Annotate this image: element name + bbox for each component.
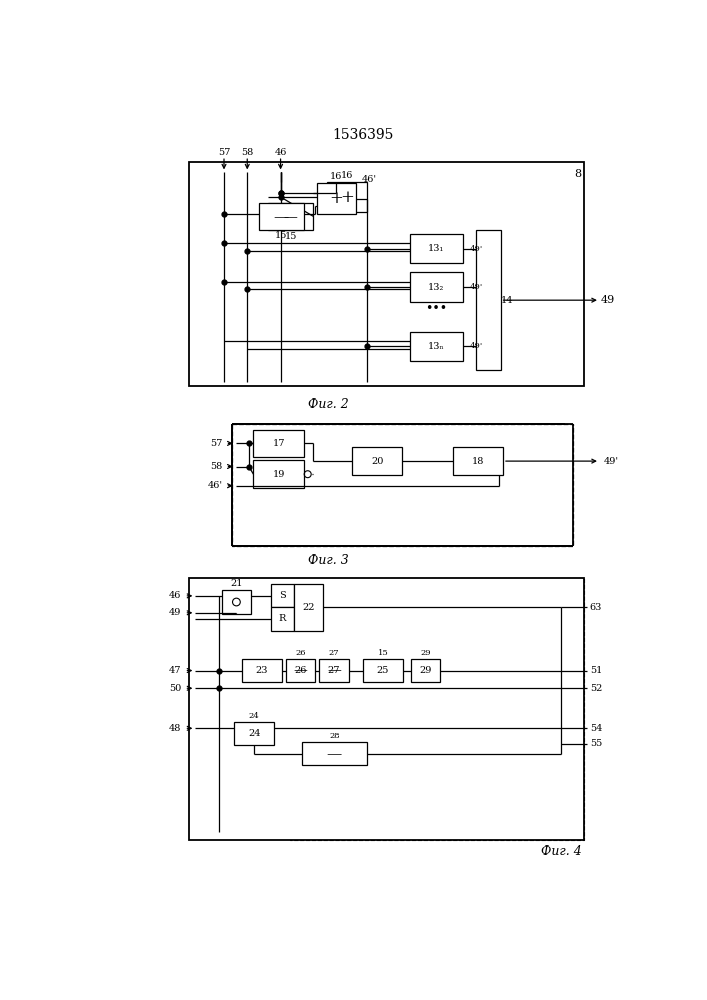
- Text: 17: 17: [272, 439, 285, 448]
- Text: 29: 29: [420, 649, 431, 657]
- Bar: [232, 424, 573, 546]
- Text: 55: 55: [590, 739, 602, 748]
- Text: 49': 49': [470, 245, 484, 253]
- Text: +: +: [340, 188, 354, 206]
- Bar: [253, 460, 304, 488]
- Text: 58: 58: [241, 148, 253, 157]
- Bar: [411, 659, 440, 682]
- Text: Фиг. 4: Фиг. 4: [541, 845, 581, 858]
- Text: 48: 48: [169, 724, 182, 733]
- Text: 26: 26: [296, 649, 306, 657]
- Bar: [452, 447, 503, 475]
- Bar: [293, 584, 323, 631]
- Bar: [259, 203, 304, 230]
- Text: 13₁: 13₁: [428, 244, 445, 253]
- Text: 52: 52: [590, 684, 602, 693]
- Bar: [410, 272, 462, 302]
- Text: 1536395: 1536395: [332, 128, 393, 142]
- Bar: [327, 182, 368, 212]
- Text: S: S: [279, 591, 286, 600]
- Text: 13ₙ: 13ₙ: [428, 342, 445, 351]
- Text: 24: 24: [248, 729, 260, 738]
- Text: 13₂: 13₂: [428, 283, 445, 292]
- Text: 29: 29: [419, 666, 432, 675]
- Bar: [476, 230, 501, 370]
- Text: •••: •••: [426, 302, 448, 315]
- Text: 49': 49': [470, 342, 484, 350]
- Text: R: R: [279, 614, 286, 623]
- Text: 46': 46': [207, 481, 223, 490]
- Text: —: —: [274, 210, 289, 224]
- Text: 27: 27: [328, 666, 340, 675]
- Text: 25: 25: [377, 666, 389, 675]
- Text: —: —: [284, 210, 298, 224]
- Bar: [271, 607, 293, 631]
- Text: 24: 24: [249, 712, 259, 720]
- Bar: [189, 578, 585, 840]
- Bar: [242, 659, 282, 682]
- Text: Фиг. 2: Фиг. 2: [308, 398, 349, 411]
- Bar: [271, 584, 293, 607]
- Bar: [286, 659, 315, 682]
- Text: 15: 15: [275, 231, 288, 240]
- Text: 54: 54: [590, 724, 602, 733]
- Text: 15: 15: [378, 649, 388, 657]
- Bar: [317, 183, 356, 214]
- Bar: [410, 234, 462, 263]
- Bar: [363, 659, 403, 682]
- Bar: [290, 578, 585, 840]
- Bar: [206, 172, 559, 379]
- Bar: [410, 332, 462, 361]
- Bar: [352, 447, 402, 475]
- Text: 8: 8: [575, 169, 582, 179]
- Text: 19: 19: [272, 470, 285, 479]
- Bar: [320, 659, 349, 682]
- Text: 18: 18: [472, 457, 484, 466]
- Text: 26: 26: [295, 666, 307, 675]
- Text: 57: 57: [218, 148, 230, 157]
- Text: 23: 23: [256, 666, 268, 675]
- Text: 63: 63: [590, 603, 602, 612]
- Text: 51: 51: [590, 666, 602, 675]
- Text: 28: 28: [329, 732, 340, 740]
- Text: 14: 14: [501, 296, 513, 305]
- Text: 49': 49': [470, 283, 484, 291]
- Text: 15: 15: [284, 232, 297, 241]
- Text: 22: 22: [302, 603, 315, 612]
- Text: +: +: [329, 190, 344, 207]
- Text: Фиг. 3: Фиг. 3: [308, 554, 349, 567]
- Bar: [234, 722, 274, 745]
- Text: 49: 49: [169, 608, 182, 617]
- Text: 50: 50: [169, 684, 182, 693]
- Text: 47: 47: [169, 666, 182, 675]
- Text: 46: 46: [274, 148, 287, 157]
- Text: 21: 21: [230, 579, 243, 588]
- Text: 49: 49: [600, 295, 615, 305]
- Bar: [268, 203, 313, 230]
- Text: 58: 58: [210, 462, 223, 471]
- Bar: [253, 430, 304, 457]
- Text: 57: 57: [210, 439, 223, 448]
- Text: 46': 46': [362, 175, 378, 184]
- Text: 27: 27: [329, 649, 339, 657]
- Bar: [301, 742, 368, 765]
- Text: 46: 46: [169, 591, 182, 600]
- Text: —: —: [327, 664, 341, 678]
- Text: 16: 16: [330, 172, 343, 181]
- Text: —: —: [327, 747, 342, 761]
- Text: 16: 16: [341, 171, 354, 180]
- Text: 49': 49': [604, 457, 619, 466]
- Bar: [189, 162, 585, 386]
- Text: —: —: [294, 664, 308, 678]
- Bar: [222, 590, 251, 614]
- Text: 20: 20: [371, 457, 383, 466]
